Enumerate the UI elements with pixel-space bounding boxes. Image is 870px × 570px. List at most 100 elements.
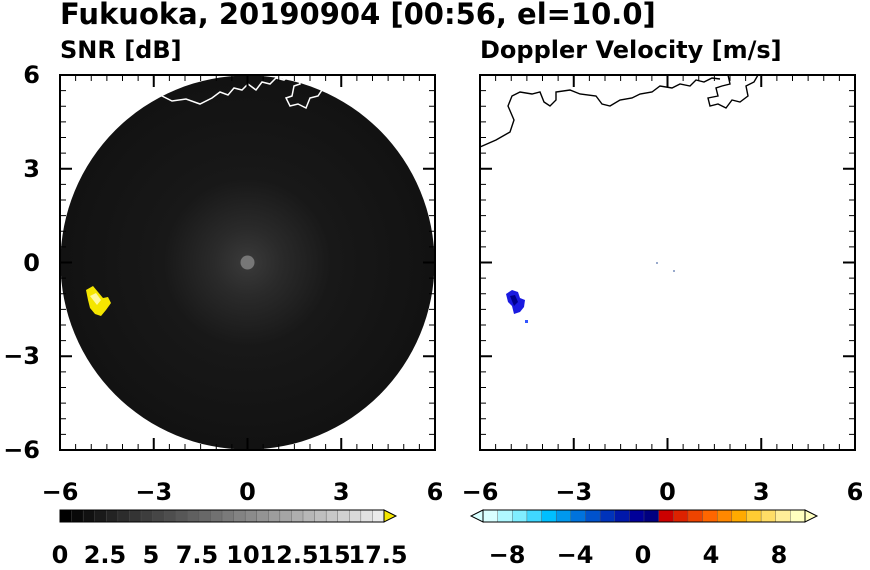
snr-colorbar-extend	[383, 509, 398, 523]
snr-colorbar-label: 2.5	[84, 541, 127, 569]
snr-colorbar-swatch	[140, 509, 154, 523]
doppler-colorbar-swatch	[673, 509, 689, 523]
doppler-colorbar-swatch	[526, 509, 543, 523]
doppler-colorbar-label: 4	[703, 541, 720, 569]
doppler-x-tick-label: 3	[753, 478, 770, 506]
doppler-coastline	[480, 75, 759, 148]
doppler-x-tick-labels: −6 −3 0 3 6	[462, 478, 864, 506]
doppler-colorbar-swatch	[629, 509, 645, 523]
doppler-colorbar-label: 8	[771, 541, 788, 569]
snr-colorbar-swatch	[129, 509, 142, 523]
snr-colorbar-label: 10	[226, 541, 259, 569]
doppler-colorbar-frame	[482, 509, 806, 523]
snr-x-tick-labels: −6 −3 0 3 6	[42, 478, 444, 506]
snr-colorbar-swatch	[175, 509, 188, 523]
doppler-colorbar-swatch	[599, 509, 616, 523]
doppler-colorbar-swatch	[790, 509, 806, 523]
snr-y-tick-label: 3	[23, 155, 40, 183]
doppler-x-tick-label: −3	[555, 478, 592, 506]
snr-colorbar-swatch	[187, 509, 200, 523]
snr-colorbar-label: 7.5	[176, 541, 219, 569]
snr-colorbar-swatch	[302, 509, 316, 523]
snr-colorbar-label: 15	[317, 541, 350, 569]
doppler-colorbar-swatch	[555, 509, 572, 523]
snr-colorbar-frame	[59, 509, 385, 523]
snr-colorbar-swatch	[360, 509, 373, 523]
snr-colorbar-swatch	[337, 509, 350, 523]
snr-x-tick-label: −3	[135, 478, 172, 506]
doppler-colorbar-swatch	[643, 509, 660, 523]
snr-colorbar-swatch	[291, 509, 304, 523]
doppler-colorbar-swatch	[614, 509, 630, 523]
doppler-colorbar-labels: −8 −4 0 4 8	[489, 541, 788, 569]
snr-center-echo	[240, 255, 255, 270]
snr-colorbar-swatch	[117, 509, 130, 523]
doppler-axis-ticks	[479, 74, 856, 451]
doppler-colorbar-swatch	[658, 509, 674, 523]
snr-colorbar-swatch	[210, 509, 223, 523]
snr-colorbar-swatch	[163, 509, 177, 523]
snr-y-tick-labels: 6 3 0 −3 −6	[3, 61, 40, 464]
doppler-colorbar-swatch	[585, 509, 601, 523]
snr-y-tick-label: −6	[3, 436, 40, 464]
snr-colorbar-label: 12.5	[259, 541, 318, 569]
snr-colorbar-label: 17.5	[348, 541, 407, 569]
doppler-center-speck	[673, 270, 675, 272]
snr-y-tick-label: −3	[3, 342, 40, 370]
doppler-colorbar-swatch	[482, 509, 499, 523]
doppler-echo-core	[510, 295, 518, 306]
doppler-colorbar-swatch	[702, 509, 718, 523]
snr-colorbar-swatch	[314, 509, 327, 523]
snr-x-tick-label: 6	[427, 478, 444, 506]
snr-x-tick-label: 0	[239, 478, 256, 506]
snr-y-tick-label: 0	[23, 249, 40, 277]
snr-colorbar-swatch	[349, 509, 362, 523]
doppler-colorbar-swatch	[570, 509, 586, 523]
snr-colorbar-swatch	[244, 509, 258, 523]
doppler-x-tick-label: −6	[462, 478, 499, 506]
snr-colorbar-swatch	[221, 509, 235, 523]
snr-colorbar-swatch	[152, 509, 165, 523]
snr-colorbar-swatch	[71, 509, 84, 523]
doppler-colorbar-swatch	[746, 509, 762, 523]
snr-axis-ticks	[59, 74, 436, 451]
doppler-colorbar	[469, 509, 819, 523]
doppler-plot-frame	[479, 74, 856, 451]
snr-coastline	[159, 75, 336, 110]
snr-colorbar-swatch	[82, 509, 96, 523]
snr-echo-edge	[90, 293, 101, 305]
snr-colorbar-swatch	[59, 509, 73, 523]
doppler-x-tick-label: 0	[659, 478, 676, 506]
snr-panel: −6 −3 0 3 6 6 3 0 −3 −6	[3, 61, 443, 506]
doppler-colorbar-swatch	[497, 509, 513, 523]
doppler-panel: −6 −3 0 3 6	[462, 74, 864, 506]
doppler-colorbar-swatch	[731, 509, 747, 523]
snr-colorbar	[59, 509, 398, 523]
doppler-panel-title: Doppler Velocity [m/s]	[480, 36, 782, 64]
doppler-colorbar-label: 0	[635, 541, 652, 569]
snr-x-tick-label: −6	[42, 478, 79, 506]
snr-colorbar-swatch	[198, 509, 211, 523]
doppler-colorbar-label: −8	[489, 541, 526, 569]
doppler-colorbar-swatch	[541, 509, 557, 523]
snr-colorbar-swatch	[233, 509, 246, 523]
doppler-x-tick-label: 6	[847, 478, 864, 506]
snr-colorbar-swatch	[106, 509, 119, 523]
doppler-colorbar-swatch	[512, 509, 528, 523]
doppler-echo-fragment	[525, 320, 528, 323]
snr-x-tick-label: 3	[333, 478, 350, 506]
doppler-colorbar-label: −4	[557, 541, 594, 569]
snr-colorbar-swatch	[256, 509, 269, 523]
doppler-colorbar-swatch	[775, 509, 791, 523]
snr-colorbar-swatch	[268, 509, 281, 523]
doppler-colorbar-swatch	[687, 509, 704, 523]
snr-colorbar-labels: 0 2.5 5 7.5 10 12.5 15 17.5	[52, 541, 408, 569]
snr-colorbar-swatch	[94, 509, 107, 523]
snr-panel-title: SNR [dB]	[60, 36, 182, 64]
snr-colorbar-swatch	[325, 509, 339, 523]
figure-title: Fukuoka, 20190904 [00:56, el=10.0]	[60, 0, 656, 31]
doppler-colorbar-extend-min	[469, 509, 484, 523]
snr-y-tick-label: 6	[23, 61, 40, 89]
doppler-colorbar-extend-max	[804, 509, 819, 523]
